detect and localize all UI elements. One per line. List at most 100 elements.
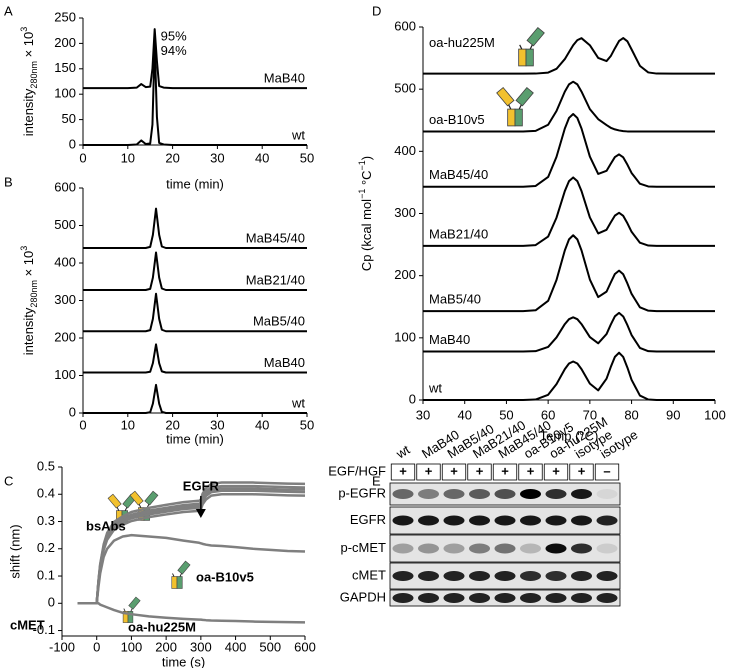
- panel-letter: A: [4, 3, 13, 18]
- series-label: oa-hu225M: [128, 619, 196, 634]
- treatment-sign: +: [399, 463, 407, 478]
- y-tick-label: 0.2: [37, 540, 55, 555]
- series-label: oa-B10v5: [196, 569, 254, 584]
- data-line: [423, 311, 715, 353]
- y-tick-label: 500: [54, 217, 76, 232]
- x-tick-label: 80: [624, 407, 638, 422]
- blot-band: [418, 489, 439, 499]
- x-tick-label: 100: [704, 407, 726, 422]
- blot-band: [571, 515, 592, 526]
- x-tick-label: 10: [121, 150, 135, 165]
- series-label: wt: [291, 395, 305, 410]
- y-tick-label: 0: [69, 136, 76, 151]
- x-tick-label: 30: [210, 417, 224, 432]
- blot-band: [494, 489, 516, 499]
- y-axis-label-part: 280nm: [29, 280, 39, 308]
- blot-band: [545, 571, 567, 581]
- antibody-icon: [171, 560, 191, 589]
- x-tick-label: 500: [259, 639, 281, 654]
- series-label: MaB40: [429, 332, 470, 347]
- y-axis-label-part: °C: [359, 170, 374, 188]
- y-tick-label: 100: [394, 329, 416, 344]
- x-axis-label: time (min): [166, 431, 224, 446]
- series-label: MaB5/40: [253, 314, 305, 329]
- y-tick-label: 0.4: [37, 486, 55, 501]
- y-tick-label: 100: [54, 367, 76, 382]
- row-label: EGF/HGF: [328, 463, 386, 478]
- data-line: [83, 42, 307, 146]
- treatment-sign: +: [425, 463, 433, 478]
- x-tick-label: 600: [294, 639, 316, 654]
- blot-band: [418, 543, 439, 554]
- x-tick-label: 0: [79, 417, 86, 432]
- y-tick-label: 200: [394, 267, 416, 282]
- blot-band: [392, 543, 414, 554]
- blot-band: [596, 571, 618, 581]
- y-axis-label-part: × 10: [21, 32, 36, 61]
- y-axis-label-part: intensity: [21, 307, 36, 355]
- blot-band: [545, 515, 567, 526]
- data-line: [83, 251, 307, 291]
- blot-band: [494, 543, 516, 554]
- x-tick-label: 200: [155, 639, 177, 654]
- y-axis-label-part: 3: [19, 27, 29, 32]
- x-tick-label: 10: [121, 417, 135, 432]
- y-axis-label: intensity280nm × 103: [19, 246, 39, 356]
- treatment-cell: [543, 463, 569, 481]
- annotation: EGFR: [183, 478, 220, 493]
- y-tick-label: 300: [54, 292, 76, 307]
- treatment-sign: +: [552, 463, 560, 478]
- blot-band: [494, 515, 516, 526]
- blot-band: [520, 489, 541, 499]
- row-label: p-cMET: [341, 540, 387, 555]
- panel-letter: C: [4, 473, 13, 488]
- y-axis-label-part: −1: [357, 189, 367, 199]
- y-axis-label-part: ): [359, 156, 374, 160]
- data-line: [423, 80, 715, 133]
- y-tick-label: 200: [54, 329, 76, 344]
- x-axis-label: Temp (°C): [540, 428, 599, 443]
- treatment-cell: [492, 463, 518, 481]
- x-tick-label: 60: [541, 407, 555, 422]
- blot-band: [392, 593, 414, 603]
- blot-band: [545, 543, 567, 554]
- y-tick-label: 300: [394, 205, 416, 220]
- x-axis-label: time (min): [166, 176, 224, 191]
- series-label: MaB21/40: [246, 272, 305, 287]
- treatment-sign: +: [476, 463, 484, 478]
- treatment-cell: [518, 463, 543, 481]
- blot-band: [418, 593, 439, 603]
- y-tick-label: 0.5: [37, 458, 55, 473]
- x-tick-label: 20: [165, 417, 179, 432]
- x-tick-label: 0: [93, 639, 100, 654]
- y-tick-label: 0: [409, 391, 416, 406]
- blot-band: [443, 489, 465, 499]
- treatment-cell: [467, 463, 492, 481]
- series-label: MaB5/40: [429, 292, 481, 307]
- panel-letter: D: [372, 3, 381, 18]
- x-tick-label: 50: [300, 417, 314, 432]
- blot-band: [392, 515, 414, 526]
- blot-band: [392, 489, 414, 499]
- y-tick-label: 150: [54, 60, 76, 75]
- data-line: [423, 37, 715, 75]
- x-tick-label: 50: [300, 150, 314, 165]
- panel-letter: E: [372, 473, 381, 488]
- y-tick-label: 600: [54, 179, 76, 194]
- y-axis-label-part: −1: [357, 160, 367, 170]
- series-label: oa-hu225M: [429, 35, 495, 50]
- blot-band: [545, 593, 567, 603]
- blot-band: [469, 543, 490, 554]
- blot-band: [418, 571, 439, 581]
- x-tick-label: 0: [79, 150, 86, 165]
- row-label: EGFR: [350, 512, 386, 527]
- series-label: MaB40: [264, 355, 305, 370]
- data-line: [83, 383, 307, 414]
- y-tick-label: 250: [54, 9, 76, 24]
- treatment-cell: [390, 463, 416, 481]
- treatment-cell: [441, 463, 467, 481]
- y-axis-label-part: 3: [19, 246, 29, 251]
- y-tick-label: 400: [54, 254, 76, 269]
- series-label: MaB45/40: [429, 167, 488, 182]
- y-tick-label: 500: [394, 81, 416, 96]
